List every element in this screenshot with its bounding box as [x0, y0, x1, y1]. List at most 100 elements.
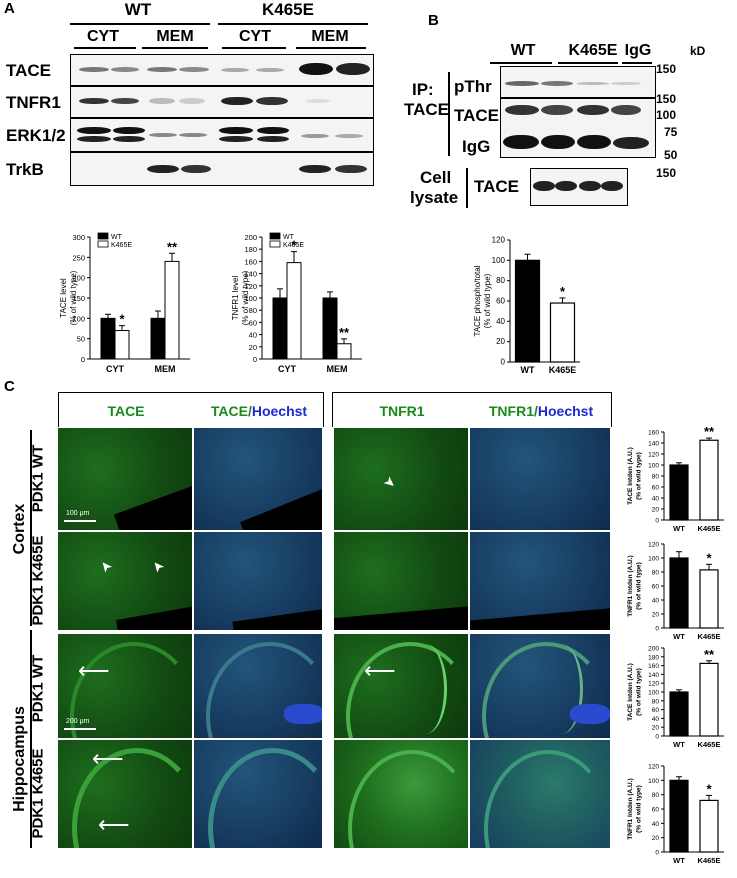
micrograph-cortex-wt-tnfr1-hoechst: [470, 428, 610, 530]
y-tick-label: 0: [655, 850, 659, 857]
row-tace-lysate: TACE: [474, 177, 520, 196]
y-tick-label: 40: [249, 331, 257, 340]
y-tick-label: 100: [72, 314, 85, 323]
blot-trkb: [70, 152, 374, 186]
y-tick-label: 0: [81, 355, 85, 364]
arrowhead-icon: ➤: [147, 557, 168, 577]
legend-swatch: [97, 240, 109, 248]
marker-150-a: 150: [656, 62, 677, 76]
y-tick-label: 120: [648, 764, 659, 771]
panel-a-label: A: [4, 0, 15, 17]
blot-tnfr1: [70, 86, 374, 118]
y-axis-label: TNFR1 level(% of wild type): [231, 270, 250, 325]
y-tick-label: 0: [655, 626, 659, 633]
row-label-cortex-wt: PDK1 WT: [29, 444, 47, 513]
arrow-icon: ⟵: [364, 658, 396, 683]
x-tick-label: MEM: [327, 364, 348, 374]
micrograph-cortex-wt-tace: 100 μm: [58, 428, 192, 530]
micrograph-cortex-wt-tnfr1: ➤: [334, 428, 468, 530]
arrow-icon: ⟵: [78, 658, 110, 683]
row-tnfr1: TNFR1: [6, 93, 61, 112]
y-tick-label: 60: [496, 297, 505, 306]
arrow-icon: ⟵: [98, 812, 130, 837]
scalebar-200: 200 μm: [66, 718, 90, 725]
fraction-cyt-wt: CYT: [87, 28, 119, 45]
x-tick-label: CYT: [278, 364, 297, 374]
y-tick-label: 20: [652, 612, 660, 619]
bar: [150, 317, 166, 360]
micrograph-cortex-k465e-tace: ➤ ➤: [58, 532, 192, 630]
y-tick-label: 80: [496, 276, 505, 285]
micrograph-hippo-k465e-tnfr1-hoechst: [470, 740, 610, 848]
ip-target: TACE: [404, 100, 450, 119]
region-hippocampus: Hippocampus: [11, 706, 28, 812]
micrograph-cortex-wt-tace-hoechst: [194, 428, 322, 530]
bar: [286, 262, 302, 360]
legend-label: K465E: [283, 242, 304, 249]
y-tick-label: 20: [652, 725, 660, 732]
significance-star: *: [706, 550, 712, 565]
significance-star: *: [560, 284, 566, 299]
bar: [336, 343, 352, 360]
y-tick-label: 140: [244, 270, 257, 279]
y-tick-label: 100: [648, 556, 659, 563]
x-tick-label: K465E: [698, 856, 721, 865]
header-box-tnfr1: [332, 392, 612, 427]
y-tick-label: 60: [249, 318, 257, 327]
y-axis-label: TNFR1 Intden (A.U.) (% of wild type): [627, 555, 643, 616]
legend-swatch: [97, 232, 109, 240]
scalebar-100: 100 μm: [66, 510, 90, 517]
header-box-tace: [58, 392, 324, 427]
ip-label: IP:: [412, 80, 434, 99]
y-tick-label: 120: [492, 236, 506, 245]
y-tick-label: 160: [648, 663, 659, 670]
y-tick-label: 100: [244, 294, 257, 303]
row-label-hippo-wt: PDK1 WT: [29, 654, 47, 723]
col-tace-hoechst: TACE/Hoechst: [210, 403, 308, 419]
y-tick-label: 60: [652, 707, 660, 714]
y-tick-label: 20: [652, 835, 660, 842]
y-tick-label: 180: [648, 654, 659, 661]
chart-c-cortex-tnfr1: 0 20 40 60 80 100 120 TNFR1 Intden (A.U.) (% of …: [627, 542, 724, 641]
significance-star: *: [291, 238, 297, 253]
col-tnfr1-hoechst: TNFR1/Hoechst: [488, 403, 594, 419]
y-axis-label: TACE level(% of wild type): [59, 270, 78, 325]
kd-label: kD: [690, 44, 706, 58]
y-tick-label: 100: [648, 690, 659, 697]
x-tick-label: WT: [673, 524, 685, 533]
y-tick-label: 160: [648, 430, 659, 437]
y-tick-label: 80: [652, 474, 660, 481]
bar: [549, 302, 576, 363]
y-tick-label: 160: [244, 257, 257, 266]
y-tick-label: 80: [652, 792, 660, 799]
lysate-label-1: Cell: [420, 168, 452, 187]
marker-75: 75: [664, 125, 678, 139]
blot-erk12: [70, 118, 374, 152]
micrograph-hippo-wt-tnfr1: ⟵: [334, 634, 468, 738]
k465e-group-label: K465E: [262, 0, 314, 19]
y-tick-label: 0: [655, 734, 659, 741]
chart-a-tace: 0 50 100 150 200 250 300 TACE level(% of wild t…: [59, 232, 190, 374]
y-tick-label: 0: [253, 355, 257, 364]
y-tick-label: 140: [648, 441, 659, 448]
y-tick-label: 140: [648, 672, 659, 679]
chart-c-cortex-tace: 0 20 40 60 80 100 120 140 160 TACE Intden (A.U.)(…: [627, 424, 724, 533]
significance-star: **: [704, 424, 715, 439]
blot-tace: [70, 54, 374, 86]
y-tick-label: 80: [652, 570, 660, 577]
row-label-hippo-k465e: PDK1 K465E: [29, 748, 47, 839]
bar: [272, 297, 288, 360]
blot-tace-ip: [500, 98, 656, 158]
y-axis-label: TACE phospho/total(% of wild type): [473, 265, 492, 336]
chart-c-hippo-tnfr1: 0 20 40 60 80 100 120 TNFR1 Intden (A.U.) (% of …: [627, 764, 724, 865]
y-tick-label: 80: [652, 698, 660, 705]
micrograph-hippo-wt-tace-hoechst: [194, 634, 322, 738]
y-tick-label: 100: [648, 778, 659, 785]
lane-k465e: K465E: [568, 42, 618, 59]
legend-swatch: [269, 240, 281, 248]
y-tick-label: 300: [72, 233, 85, 242]
bar: [669, 691, 689, 737]
micrograph-hippo-k465e-tace-hoechst: [194, 740, 322, 848]
marker-150-c: 150: [656, 166, 677, 180]
y-tick-label: 200: [72, 274, 85, 283]
